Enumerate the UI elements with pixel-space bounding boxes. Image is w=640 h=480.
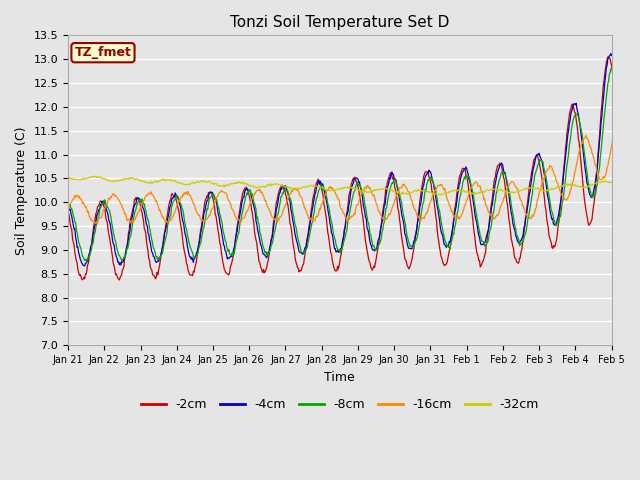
Title: Tonzi Soil Temperature Set D: Tonzi Soil Temperature Set D (230, 15, 449, 30)
X-axis label: Time: Time (324, 371, 355, 384)
Text: TZ_fmet: TZ_fmet (74, 46, 131, 59)
Legend: -2cm, -4cm, -8cm, -16cm, -32cm: -2cm, -4cm, -8cm, -16cm, -32cm (136, 394, 544, 417)
Y-axis label: Soil Temperature (C): Soil Temperature (C) (15, 126, 28, 254)
